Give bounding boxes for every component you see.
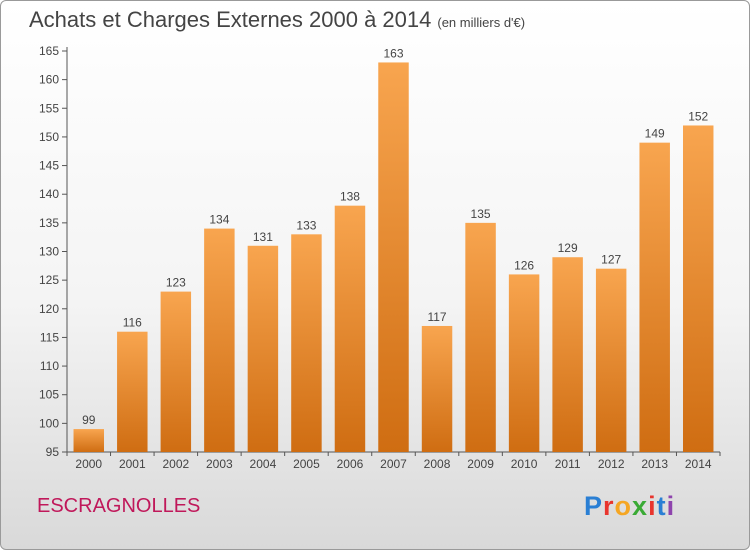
bar-value-label: 138 <box>340 190 360 204</box>
y-tick-label: 110 <box>40 359 59 373</box>
x-tick-label: 2000 <box>75 457 102 471</box>
y-tick-label: 155 <box>39 101 59 115</box>
x-tick-label: 2005 <box>293 457 320 471</box>
y-tick-label: 150 <box>39 130 59 144</box>
bar-value-label: 131 <box>253 230 273 244</box>
bar-value-label: 149 <box>645 127 665 141</box>
bar-value-label: 127 <box>601 253 621 267</box>
bar <box>334 205 366 452</box>
logo-letter: P <box>584 491 604 521</box>
y-tick-label: 120 <box>39 302 59 316</box>
x-tick-label: 2006 <box>337 457 364 471</box>
x-tick-label: 2007 <box>380 457 407 471</box>
bar-value-label: 117 <box>427 310 446 324</box>
bar <box>421 325 453 452</box>
y-tick-label: 105 <box>39 388 59 402</box>
bar <box>552 257 583 452</box>
y-tick-label: 95 <box>46 445 60 459</box>
y-tick-label: 140 <box>39 187 59 201</box>
x-tick-label: 2004 <box>250 457 277 471</box>
y-tick-label: 145 <box>39 159 59 173</box>
bar <box>73 429 105 452</box>
logo-letter: x <box>632 491 649 521</box>
commune-name: ESCRAGNOLLES <box>37 495 201 517</box>
bar-value-label: 116 <box>123 316 142 330</box>
x-tick-label: 2012 <box>598 457 625 471</box>
y-tick-label: 165 <box>39 44 59 58</box>
logo-letter: t <box>656 491 667 521</box>
bar-value-label: 123 <box>166 276 186 290</box>
bar-value-label: 135 <box>471 207 491 221</box>
x-tick-label: 2009 <box>467 457 494 471</box>
logo-letter: r <box>603 491 615 521</box>
bar-value-label: 129 <box>558 241 578 255</box>
chart-title-text: Achats et Charges Externes 2000 à 2014 <box>29 7 432 32</box>
y-tick-label: 135 <box>39 216 59 230</box>
y-tick-label: 115 <box>40 330 59 344</box>
bar <box>508 274 540 452</box>
y-tick-label: 125 <box>39 273 59 287</box>
bar-value-label: 134 <box>209 213 229 227</box>
bar <box>465 222 496 452</box>
logo-letter: i <box>648 491 657 521</box>
bar-value-label: 133 <box>296 218 316 232</box>
bar <box>595 268 627 452</box>
logo-letter: i <box>666 491 676 521</box>
y-tick-label: 100 <box>39 416 59 430</box>
y-tick-label: 130 <box>39 245 59 259</box>
x-tick-label: 2008 <box>424 457 451 471</box>
x-tick-label: 2001 <box>119 457 146 471</box>
bar-value-label: 152 <box>688 109 708 123</box>
bar <box>378 62 409 452</box>
x-tick-label: 2002 <box>162 457 189 471</box>
bar-value-label: 126 <box>514 258 534 272</box>
x-tick-label: 2011 <box>555 457 581 471</box>
bar <box>247 245 279 452</box>
bar-value-label: 163 <box>383 46 403 60</box>
bar <box>682 125 714 452</box>
chart-title: Achats et Charges Externes 2000 à 2014 (e… <box>29 7 525 33</box>
x-tick-label: 2014 <box>685 457 712 471</box>
bar <box>291 234 322 452</box>
chart-subtitle: (en milliers d'€) <box>437 15 526 30</box>
bar-value-label: 99 <box>82 413 96 427</box>
x-tick-label: 2003 <box>206 457 233 471</box>
bar <box>204 228 235 452</box>
bar <box>160 291 192 452</box>
y-tick-label: 160 <box>39 73 59 87</box>
logo-letter: o <box>614 491 633 521</box>
bar <box>639 142 670 452</box>
bar <box>117 331 148 452</box>
x-tick-label: 2013 <box>641 457 668 471</box>
proxiti-logo: Proxiti <box>584 491 675 522</box>
x-tick-label: 2010 <box>511 457 538 471</box>
